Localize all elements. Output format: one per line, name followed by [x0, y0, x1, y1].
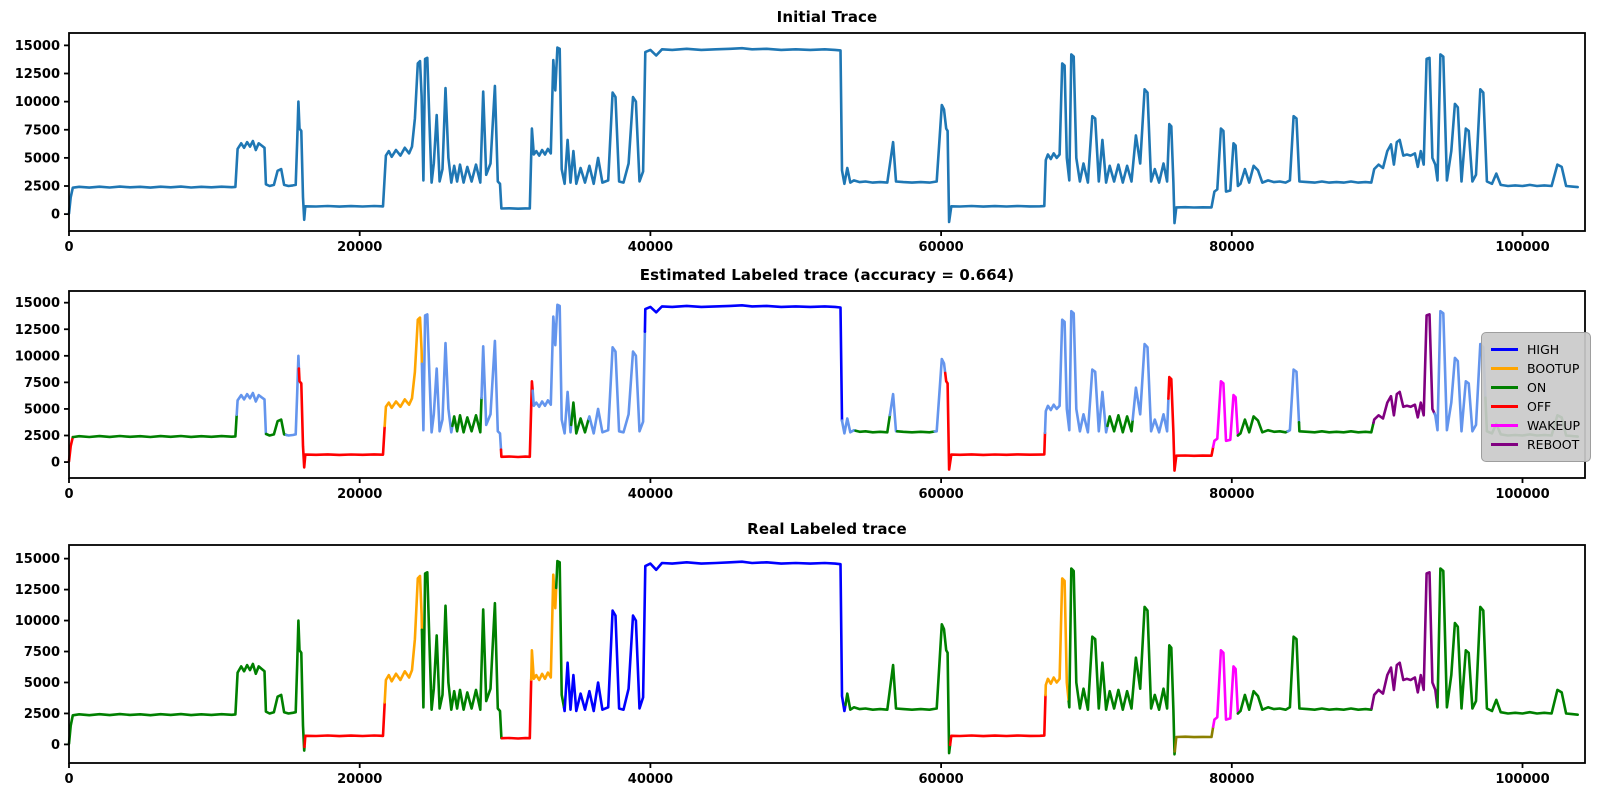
plot1-title: Initial Trace — [776, 8, 878, 26]
plot-2-series — [67, 303, 1579, 472]
svg-text:7500: 7500 — [24, 123, 60, 138]
legend-label-bootup: BOOTUP — [1527, 361, 1580, 376]
legend-label-on: ON — [1527, 380, 1547, 395]
svg-text:2500: 2500 — [24, 180, 60, 195]
legend-label-reboot: REBOOT — [1527, 437, 1580, 452]
svg-text:20000: 20000 — [337, 772, 382, 787]
svg-text:40000: 40000 — [628, 240, 673, 255]
svg-text:20000: 20000 — [337, 487, 382, 502]
svg-text:80000: 80000 — [1209, 240, 1254, 255]
svg-text:7500: 7500 — [24, 376, 60, 391]
plot-3-series — [67, 559, 1579, 756]
svg-text:0: 0 — [51, 738, 60, 753]
svg-text:0: 0 — [64, 772, 73, 787]
legend-item-off: OFF — [1491, 397, 1580, 416]
legend-line-off-icon — [1491, 405, 1518, 408]
svg-text:80000: 80000 — [1209, 772, 1254, 787]
svg-text:2500: 2500 — [24, 707, 60, 722]
svg-text:15000: 15000 — [15, 39, 60, 54]
legend-label-wakeup: WAKEUP — [1527, 418, 1581, 433]
legend: HIGH BOOTUP ON OFF WAKEUP REBOOT — [1481, 332, 1592, 462]
legend-line-bootup-icon — [1491, 367, 1518, 370]
legend-line-high-icon — [1491, 348, 1518, 351]
svg-text:0: 0 — [51, 208, 60, 223]
plot-3-axes-frame — [68, 544, 1586, 764]
svg-text:60000: 60000 — [918, 772, 963, 787]
plot-2-group: 0 20000 40000 60000 80000 100000 0 2500 5000 7500… — [15, 290, 1586, 502]
svg-text:15000: 15000 — [15, 296, 60, 311]
legend-label-high: HIGH — [1527, 342, 1560, 357]
svg-text:10000: 10000 — [15, 95, 60, 110]
svg-text:12500: 12500 — [15, 67, 60, 82]
svg-text:2500: 2500 — [24, 429, 60, 444]
plot3-title: Real Labeled trace — [747, 520, 907, 538]
svg-text:5000: 5000 — [24, 676, 60, 691]
svg-text:0: 0 — [64, 240, 73, 255]
svg-text:60000: 60000 — [918, 240, 963, 255]
svg-text:15000: 15000 — [15, 552, 60, 567]
svg-text:0: 0 — [64, 487, 73, 502]
svg-text:0: 0 — [51, 456, 60, 471]
svg-text:10000: 10000 — [15, 614, 60, 629]
legend-line-wakeup-icon — [1491, 424, 1518, 427]
plot-1-group: 0 20000 40000 60000 80000 100000 0 2500 5000 7500… — [15, 32, 1586, 255]
plot-1-series — [67, 46, 1579, 225]
plot2-title: Estimated Labeled trace (accuracy = 0.66… — [639, 266, 1015, 284]
legend-item-high: HIGH — [1491, 340, 1580, 359]
svg-text:20000: 20000 — [337, 240, 382, 255]
legend-item-bootup: BOOTUP — [1491, 359, 1580, 378]
legend-label-off: OFF — [1527, 399, 1552, 414]
svg-text:60000: 60000 — [918, 487, 963, 502]
svg-text:5000: 5000 — [24, 402, 60, 417]
svg-text:100000: 100000 — [1495, 772, 1549, 787]
svg-text:5000: 5000 — [24, 151, 60, 166]
svg-text:10000: 10000 — [15, 349, 60, 364]
svg-text:100000: 100000 — [1495, 487, 1549, 502]
svg-text:40000: 40000 — [628, 487, 673, 502]
legend-item-reboot: REBOOT — [1491, 435, 1580, 454]
plot-3-group: 0 20000 40000 60000 80000 100000 0 2500 5000 7500… — [15, 544, 1586, 787]
legend-item-on: ON — [1491, 378, 1580, 397]
legend-item-wakeup: WAKEUP — [1491, 416, 1580, 435]
svg-text:80000: 80000 — [1209, 487, 1254, 502]
svg-text:12500: 12500 — [15, 323, 60, 338]
svg-text:7500: 7500 — [24, 645, 60, 660]
legend-line-reboot-icon — [1491, 443, 1518, 446]
svg-text:40000: 40000 — [628, 772, 673, 787]
plot-1-axes-frame — [68, 32, 1586, 232]
legend-line-on-icon — [1491, 386, 1518, 389]
svg-text:100000: 100000 — [1495, 240, 1549, 255]
svg-text:12500: 12500 — [15, 583, 60, 598]
